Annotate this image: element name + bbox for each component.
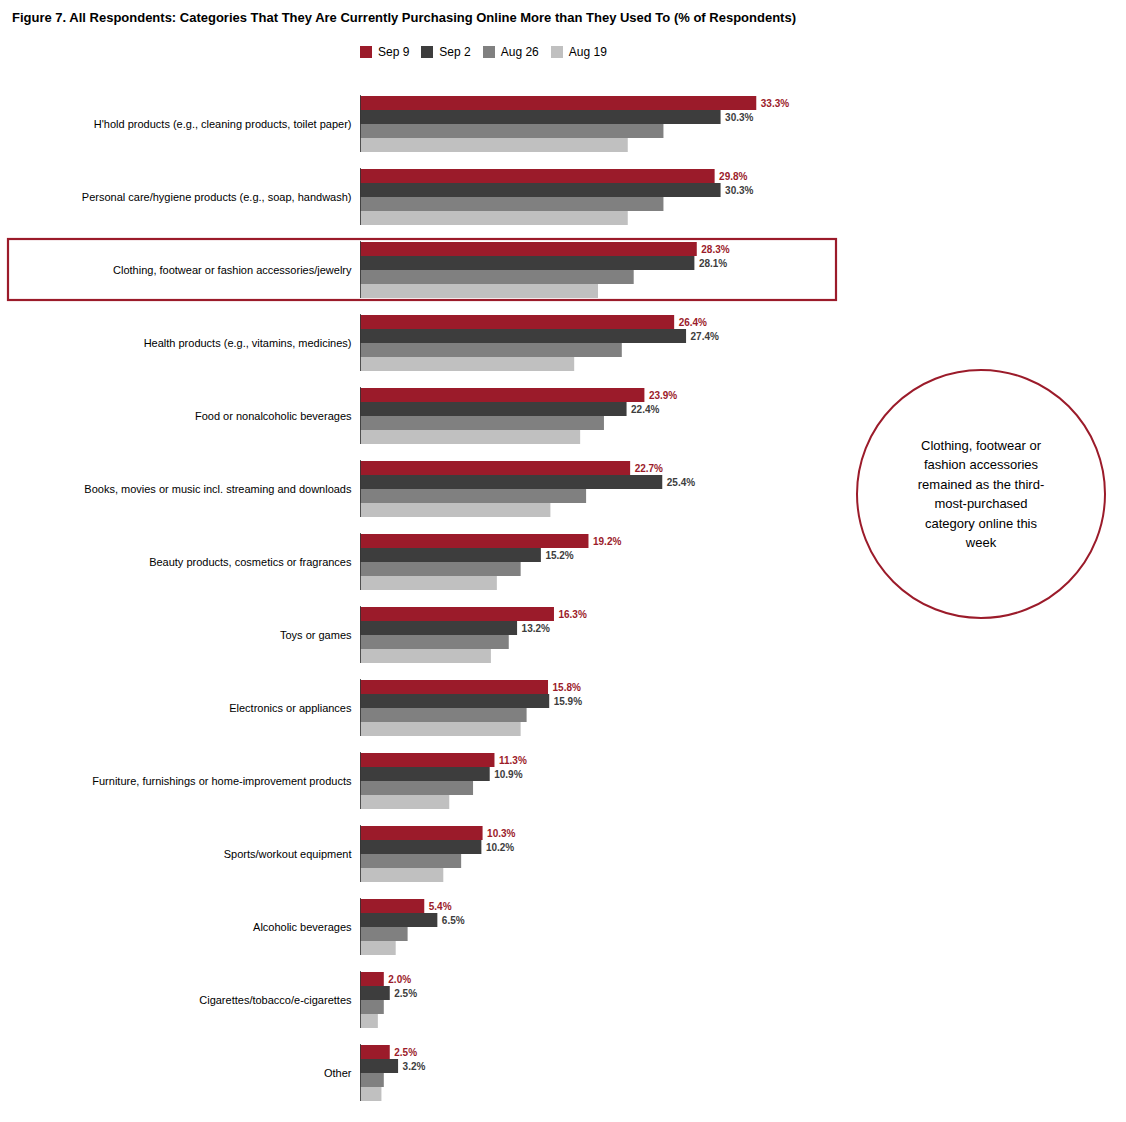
svg-text:15.8%: 15.8% — [553, 682, 581, 693]
svg-text:5.4%: 5.4% — [429, 901, 452, 912]
svg-text:Personal care/hygiene products: Personal care/hygiene products (e.g., so… — [82, 191, 352, 203]
svg-text:15.2%: 15.2% — [545, 550, 573, 561]
html-text:Aug 26: Aug 26 — [500, 44, 539, 59]
html-text:Aug 19: Aug 19 — [568, 44, 607, 59]
svg-text:27.4%: 27.4% — [691, 331, 719, 342]
html-text:Figure 7. All Respondents: Cat: Figure 7. All Respondents: Categories Th… — [12, 10, 796, 25]
svg-text:2.5%: 2.5% — [394, 1047, 417, 1058]
svg-text:Food or nonalcoholic beverages: Food or nonalcoholic beverages — [195, 410, 352, 422]
svg-text:10.2%: 10.2% — [486, 842, 514, 853]
svg-text:29.8%: 29.8% — [719, 171, 747, 182]
svg-text:6.5%: 6.5% — [442, 915, 465, 926]
svg-text:22.7%: 22.7% — [635, 463, 663, 474]
svg-text:30.3%: 30.3% — [725, 185, 753, 196]
html-text:Clothing, footwear or fashion: Clothing, footwear or fashion accessorie… — [917, 437, 1045, 550]
svg-text:Beauty products, cosmetics or: Beauty products, cosmetics or fragrances — [149, 556, 352, 568]
svg-text:10.3%: 10.3% — [487, 828, 515, 839]
svg-text:Alcoholic beverages: Alcoholic beverages — [253, 921, 352, 933]
html-text:Sep 2: Sep 2 — [439, 44, 471, 59]
html-text:Sep 9: Sep 9 — [378, 44, 410, 59]
svg-text:25.4%: 25.4% — [667, 477, 695, 488]
svg-text:Electronics or appliances: Electronics or appliances — [229, 702, 352, 714]
svg-text:H'hold products (e.g., cleanin: H'hold products (e.g., cleaning products… — [94, 118, 352, 130]
svg-text:2.5%: 2.5% — [394, 988, 417, 999]
svg-text:16.3%: 16.3% — [558, 609, 586, 620]
svg-text:28.1%: 28.1% — [699, 258, 727, 269]
svg-text:33.3%: 33.3% — [761, 98, 789, 109]
svg-text:11.3%: 11.3% — [499, 755, 527, 766]
svg-text:15.9%: 15.9% — [554, 696, 582, 707]
svg-text:30.3%: 30.3% — [725, 112, 753, 123]
svg-text:22.4%: 22.4% — [631, 404, 659, 415]
svg-text:Furniture, furnishings or home: Furniture, furnishings or home-improveme… — [92, 775, 352, 787]
svg-text:Sports/workout equipment: Sports/workout equipment — [224, 848, 352, 860]
svg-text:Books, movies or music incl. s: Books, movies or music incl. streaming a… — [84, 483, 352, 495]
svg-text:26.4%: 26.4% — [679, 317, 707, 328]
svg-text:Cigarettes/tobacco/e-cigarette: Cigarettes/tobacco/e-cigarettes — [199, 994, 352, 1006]
svg-text:Other: Other — [324, 1067, 352, 1079]
svg-text:19.2%: 19.2% — [593, 536, 621, 547]
svg-text:2.0%: 2.0% — [388, 974, 411, 985]
svg-text:3.2%: 3.2% — [403, 1061, 426, 1072]
svg-text:23.9%: 23.9% — [649, 390, 677, 401]
svg-text:Health products (e.g., vitamin: Health products (e.g., vitamins, medicin… — [144, 337, 352, 349]
svg-text:Toys or games: Toys or games — [280, 629, 352, 641]
svg-text:13.2%: 13.2% — [522, 623, 550, 634]
svg-text:28.3%: 28.3% — [701, 244, 729, 255]
svg-text:10.9%: 10.9% — [494, 769, 522, 780]
svg-text:Clothing, footwear or fashion: Clothing, footwear or fashion accessorie… — [113, 264, 352, 276]
